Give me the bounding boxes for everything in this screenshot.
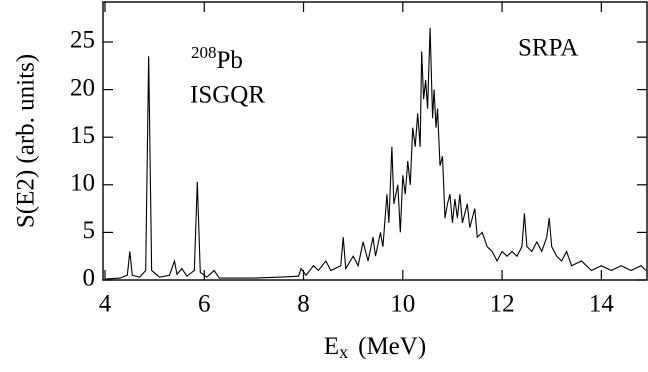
y-tick-label: 20 (70, 74, 95, 101)
x-label-main: E (324, 333, 339, 360)
x-tick-label: 8 (297, 291, 310, 318)
y-tick-label: 5 (83, 217, 96, 244)
y-tick-label: 0 (83, 265, 96, 292)
x-label-sub: x (339, 342, 348, 362)
x-tick-label: 4 (99, 291, 112, 318)
x-tick-label: 12 (490, 291, 515, 318)
nucleus-symbol: Pb (217, 47, 243, 74)
x-label-unit: (MeV) (358, 333, 426, 360)
y-tick-label: 10 (70, 170, 95, 197)
x-tick-label: 10 (390, 291, 415, 318)
y-axis-label: S(E2) (arb. units) (13, 54, 40, 228)
resonance-label: ISGQR (190, 82, 265, 109)
x-axis-label: Ex (MeV) (324, 333, 426, 362)
y-tick-label: 25 (70, 27, 95, 54)
x-tick-label: 6 (198, 291, 211, 318)
nucleus-mass: 208 (191, 43, 217, 62)
method-label: SRPA (518, 35, 578, 62)
x-tick-label: 14 (589, 291, 615, 318)
spectrum-line (104, 27, 647, 280)
nucleus-label: 208Pb (191, 43, 243, 74)
plot-frame (102, 1, 648, 281)
y-tick-label: 15 (70, 122, 95, 149)
